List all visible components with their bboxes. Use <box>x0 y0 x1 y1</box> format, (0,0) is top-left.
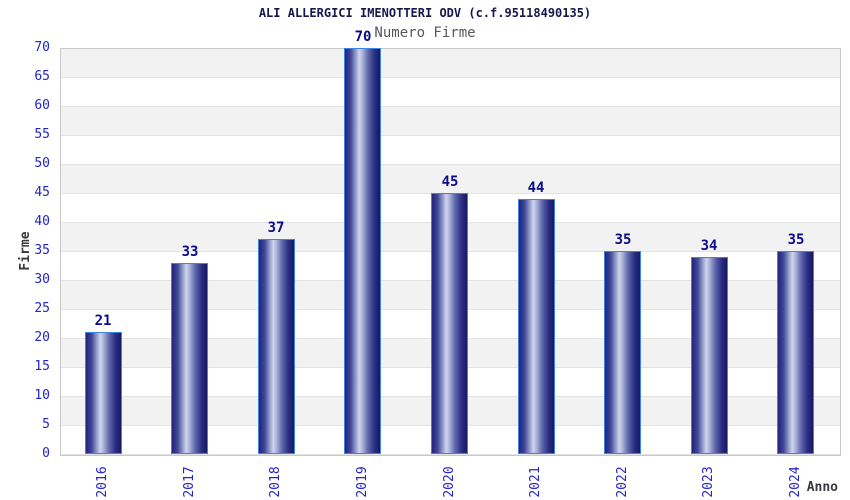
x-tick-label-2019: 2019 <box>355 466 370 498</box>
value-label-2016: 21 <box>94 313 112 329</box>
y-tick-label: 15 <box>34 359 50 374</box>
y-tick-label: 0 <box>42 446 50 461</box>
grid-band <box>61 107 840 136</box>
grid-band <box>61 165 840 194</box>
y-tick-label: 70 <box>34 40 50 55</box>
chart-title: ALI ALLERGICI IMENOTTERI ODV (c.f.951184… <box>258 6 592 20</box>
y-tick-label: 35 <box>34 243 50 258</box>
grid-band <box>61 136 840 165</box>
y-tick-label: 55 <box>34 127 50 142</box>
y-tick-label: 10 <box>34 388 50 403</box>
bar-2022 <box>604 251 641 454</box>
value-label-2021: 44 <box>527 180 545 196</box>
bar-2018 <box>258 239 295 454</box>
bar-2021 <box>518 199 555 454</box>
value-label-2018: 37 <box>267 220 285 236</box>
bar-2023 <box>691 257 728 454</box>
value-label-2017: 33 <box>181 244 199 260</box>
y-axis-title: Firme <box>18 231 33 271</box>
x-tick-label-2018: 2018 <box>268 466 283 498</box>
y-tick-label: 25 <box>34 301 50 316</box>
x-tick-label-2020: 2020 <box>442 466 457 498</box>
bar-2024 <box>777 251 814 454</box>
bar-2020 <box>431 193 468 454</box>
bar-2017 <box>171 263 208 454</box>
bar-2016 <box>85 332 122 454</box>
value-label-2022: 35 <box>614 232 632 248</box>
y-tick-label: 20 <box>34 330 50 345</box>
x-tick-label-2022: 2022 <box>615 466 630 498</box>
x-tick-label-2016: 2016 <box>95 466 110 498</box>
grid-band <box>61 49 840 78</box>
value-label-2024: 35 <box>787 232 805 248</box>
x-axis-title: Anno <box>806 480 838 495</box>
grid-band <box>61 78 840 107</box>
x-tick-label-2024: 2024 <box>788 466 803 498</box>
chart-subtitle: Numero Firme <box>374 25 476 41</box>
y-tick-label: 5 <box>42 417 50 432</box>
y-tick-label: 45 <box>34 185 50 200</box>
x-tick-label-2021: 2021 <box>528 466 543 498</box>
y-tick-label: 60 <box>34 98 50 113</box>
y-tick-label: 30 <box>34 272 50 287</box>
y-tick-label: 50 <box>34 156 50 171</box>
x-tick-label-2023: 2023 <box>701 466 716 498</box>
value-label-2019: 70 <box>354 29 372 45</box>
y-tick-label: 65 <box>34 69 50 84</box>
value-label-2020: 45 <box>441 174 459 190</box>
y-tick-label: 40 <box>34 214 50 229</box>
value-label-2023: 34 <box>700 238 718 254</box>
bar-2019 <box>344 48 381 454</box>
x-tick-label-2017: 2017 <box>182 466 197 498</box>
